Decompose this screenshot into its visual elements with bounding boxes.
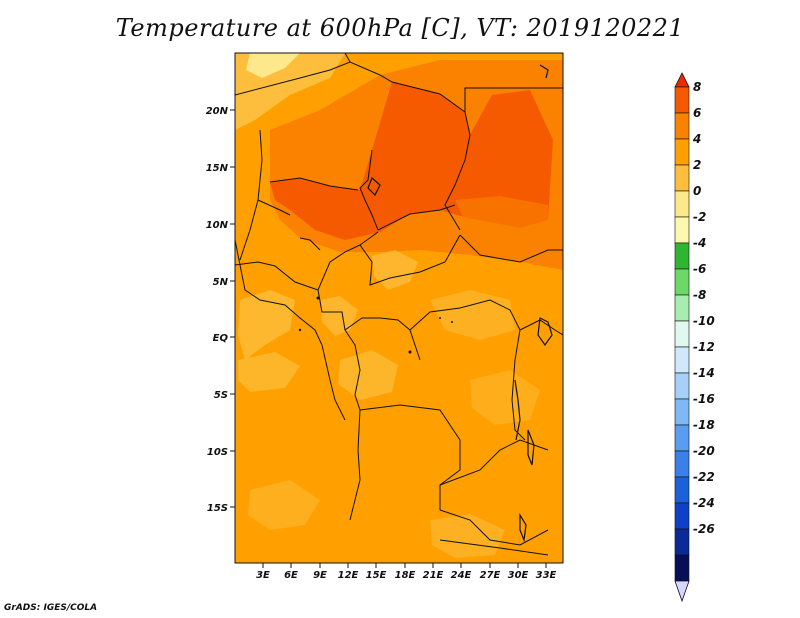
colorbar-swatch [674, 554, 690, 582]
colorbar-label: -22 [693, 470, 715, 484]
lat-axis: 20N 15N 10N 5N EQ 5S 10S 15S [206, 106, 235, 514]
colorbar-swatch [674, 528, 690, 556]
colorbar-label: 0 [693, 184, 701, 198]
colorbar-label: -8 [693, 288, 706, 302]
colorbar-swatch [674, 476, 690, 504]
colorbar-label: -2 [693, 210, 706, 224]
lon-tick-label: 15E [366, 570, 387, 581]
colorbar-swatch [674, 138, 690, 166]
lon-tick-label: 30E [508, 570, 529, 581]
temperature-map [235, 53, 563, 563]
lon-tick-label: 33E [536, 570, 557, 581]
lon-tick-label: 6E [284, 570, 298, 581]
colorbar-swatch [674, 398, 690, 426]
colorbar-swatch [674, 346, 690, 374]
colorbar-label: -18 [693, 418, 715, 432]
colorbar-swatch [674, 294, 690, 322]
lon-tick-label: 12E [338, 570, 359, 581]
lat-tick-label: 5S [214, 390, 228, 401]
lat-tick-label: 10N [206, 220, 229, 231]
colorbar-swatch [674, 164, 690, 192]
lon-axis: 3E 6E 9E 12E 15E 18E 21E 24E 27E 30E 33E [256, 563, 557, 581]
colorbar-min-arrow [674, 580, 690, 603]
lon-tick-label: 24E [451, 570, 472, 581]
colorbar-label: -6 [693, 262, 706, 276]
colorbar-label: 2 [693, 158, 701, 172]
colorbar-swatch [674, 112, 690, 140]
lat-tick-label: 10S [207, 447, 228, 458]
colorbar-swatch [674, 424, 690, 452]
colorbar-label: -10 [693, 314, 715, 328]
colorbar-swatch [674, 372, 690, 400]
colorbar-max-arrow [674, 72, 690, 88]
colorbar-swatch [674, 86, 690, 114]
map-title: Temperature at 600hPa [C], VT: 201912022… [115, 14, 685, 42]
colorbar-label: -4 [693, 236, 706, 250]
colorbar-swatch [674, 450, 690, 478]
colorbar-label: 4 [692, 132, 701, 146]
lat-tick-label: EQ [213, 333, 229, 344]
colorbar-label: -26 [693, 522, 715, 536]
colorbar-label: -12 [693, 340, 715, 354]
lon-tick-label: 21E [423, 570, 444, 581]
lat-tick-label: 5N [213, 277, 229, 288]
lat-tick-label: 15S [207, 503, 228, 514]
map-frame [234, 52, 564, 564]
lat-tick-label: 15N [206, 163, 229, 174]
colorbar-swatch [674, 242, 690, 270]
colorbar-swatch [674, 216, 690, 244]
colorbar-label: -16 [693, 392, 715, 406]
colorbar-label: -14 [693, 366, 715, 380]
lon-tick-label: 9E [313, 570, 327, 581]
colorbar-swatch [674, 320, 690, 348]
colorbar-label: 8 [693, 80, 701, 94]
colorbar: 8 6 4 2 0 -2 -4 -6 -8 -10 -12 -14 -16 -18 -20 -22 -24 -26 [674, 72, 715, 603]
colorbar-label: -20 [693, 444, 715, 458]
colorbar-swatch [674, 190, 690, 218]
grads-credit: GrADS: IGES/COLA [4, 603, 98, 613]
lat-tick-label: 20N [206, 106, 229, 117]
colorbar-swatch [674, 268, 690, 296]
lon-tick-label: 27E [480, 570, 501, 581]
colorbar-label: -24 [693, 496, 715, 510]
colorbar-swatch [674, 502, 690, 530]
colorbar-label: 6 [693, 106, 701, 120]
lon-tick-label: 18E [395, 570, 416, 581]
lon-tick-label: 3E [256, 570, 270, 581]
